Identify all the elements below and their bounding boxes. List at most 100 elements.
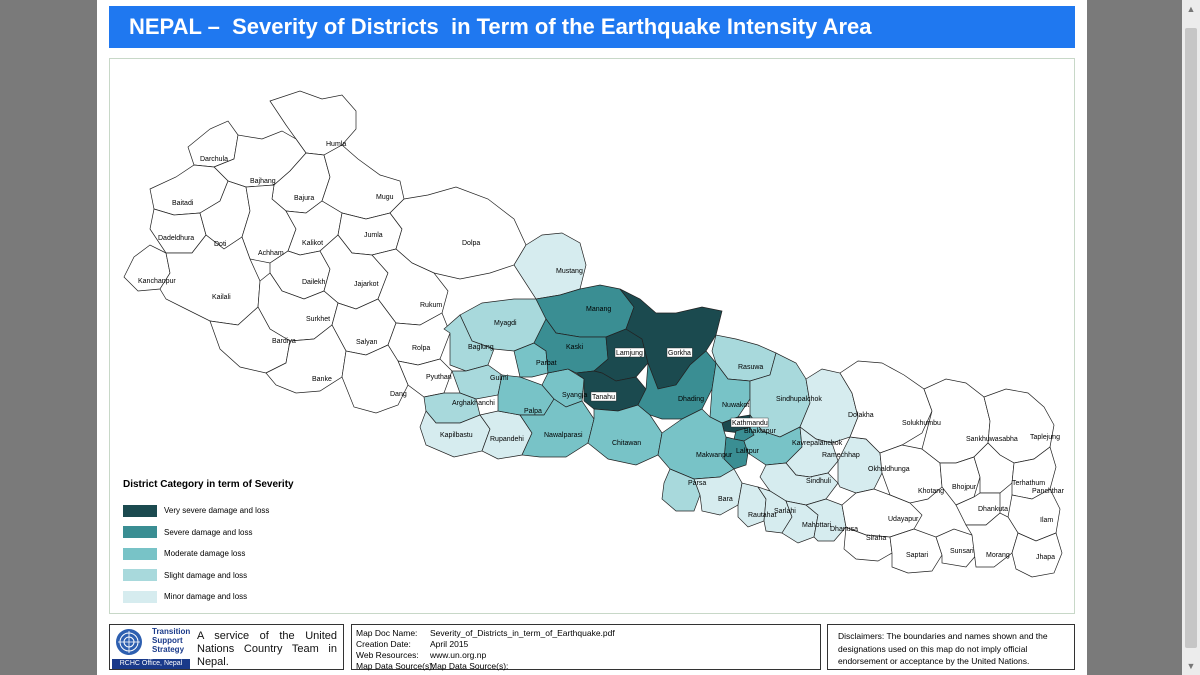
district-label-bajura: Bajura	[294, 195, 314, 202]
district-label-box	[590, 391, 617, 402]
district-label-dhankuta: Dhankuta	[978, 506, 1008, 513]
legend-item: Minor damage and loss	[123, 586, 363, 608]
district-label-khotang: Khotang	[918, 488, 944, 495]
district-label-dolakha: Dolakha	[848, 412, 874, 419]
metadata-key: Web Resources:	[356, 650, 419, 660]
legend: District Category in term of Severity Ve…	[123, 479, 363, 608]
district-label-kailali: Kailali	[212, 294, 231, 301]
district-label-nuwakot: Nuwakot	[722, 402, 749, 409]
district-label-syangja: Syangja	[562, 392, 587, 399]
district-label-morang: Morang	[986, 552, 1010, 559]
district-label-makwanpur: Makwanpur	[696, 452, 733, 459]
district-label-bara: Bara	[718, 496, 733, 503]
district-label-ilam: Ilam	[1040, 517, 1053, 524]
district-label-box	[614, 347, 645, 358]
metadata-row: Creation Date: April 2015	[356, 639, 468, 650]
district-label-dailekh: Dailekh	[302, 279, 325, 286]
legend-label: Very severe damage and loss	[164, 506, 270, 516]
district-label-taplejung: Taplejung	[1030, 434, 1060, 441]
metadata-value: Severity_of_Districts_in_term_of_Earthqu…	[430, 628, 615, 638]
legend-label: Severe damage and loss	[164, 527, 253, 537]
footer: Transition Support Strategy RCHC Office,…	[109, 624, 1075, 672]
nepal-district-map: Darchula Humla Bajhang Baitadi Bajura Mugu Dad…	[123, 90, 1065, 578]
district-label-baitadi: Baitadi	[172, 200, 194, 207]
district-label-rautahat: Rautahat	[748, 512, 776, 519]
district-bhojpur	[939, 456, 981, 506]
district-label-dhanusa: Dhanusa	[830, 526, 858, 533]
district-label-darchula: Darchula	[200, 156, 228, 163]
district-label-saptari: Saptari	[906, 552, 929, 559]
district-label-dadeldhura: Dadeldhura	[158, 235, 194, 242]
district-label-myagdi: Myagdi	[494, 320, 517, 327]
district-label-box	[666, 347, 693, 358]
district-label-gorkha: Gorkha	[668, 350, 691, 357]
scroll-thumb[interactable]	[1185, 28, 1197, 648]
district-label-mustang: Mustang	[556, 268, 583, 275]
legend-title: District Category in term of Severity	[123, 479, 294, 490]
district-label-udayapur: Udayapur	[888, 516, 919, 523]
map-title: NEPAL – Severity of Districts in Term of…	[109, 6, 1075, 48]
districts-layer	[123, 90, 1063, 578]
district-label-banke: Banke	[312, 376, 332, 383]
org-name: Transition Support Strategy	[152, 627, 191, 654]
district-label-sindhupalchok: Sindhupalchok	[776, 396, 822, 403]
district-label-humla: Humla	[326, 141, 346, 148]
district-label-bardiya: Bardiya	[272, 338, 296, 345]
district-label-okhaldhunga: Okhaldhunga	[868, 466, 910, 473]
district-dang	[341, 344, 409, 414]
district-label-jumla: Jumla	[364, 232, 383, 239]
district-label-surkhet: Surkhet	[306, 316, 330, 323]
district-sindhuli	[759, 462, 839, 506]
district-label-bhojpur: Bhojpur	[952, 484, 977, 491]
district-label-dhading: Dhading	[678, 396, 704, 403]
district-label-dang: Dang	[390, 391, 407, 398]
district-pyuthan	[397, 358, 453, 398]
rchc-office-label: RCHC Office, Nepal	[112, 659, 190, 669]
legend-item: Slight damage and loss	[123, 565, 363, 587]
district-label-manang: Manang	[586, 306, 611, 313]
district-label-bhaktapur: Bhaktapur	[744, 428, 777, 435]
district-sunsari	[935, 528, 979, 568]
district-label-rukum: Rukum	[420, 302, 442, 309]
district-label-kanchanpur: Kanchanpur	[138, 278, 176, 285]
district-label-parbat: Parbat	[536, 360, 557, 367]
legend-swatch	[123, 569, 157, 582]
district-humla	[269, 90, 357, 156]
org-logo-box: Transition Support Strategy RCHC Office,…	[109, 624, 344, 670]
vertical-scrollbar[interactable]: ▲ ▼	[1182, 0, 1200, 675]
district-label-kapilbastu: Kapilbastu	[440, 432, 473, 439]
district-dhanusa	[805, 498, 847, 542]
legend-item: Severe damage and loss	[123, 522, 363, 544]
map-frame: Darchula Humla Bajhang Baitadi Bajura Mugu Dad…	[109, 58, 1075, 614]
disclaimer-text: Disclaimers: The boundaries and names sh…	[838, 631, 1048, 666]
metadata-key: Map Doc Name:	[356, 628, 418, 638]
district-label-rolpa: Rolpa	[412, 345, 430, 352]
district-label-sankhuwasabha: Sankhuwasabha	[966, 436, 1018, 443]
district-label-sunsari: Sunsari	[950, 548, 974, 555]
metadata-key: Creation Date:	[356, 639, 411, 649]
legend-label: Slight damage and loss	[164, 570, 248, 580]
district-jhapa	[1011, 532, 1063, 578]
service-statement: A service of the United Nations Country …	[197, 630, 337, 668]
district-label-kalikot: Kalikot	[302, 240, 323, 247]
district-label-kavrepalanchok: Kavrepalanchok	[792, 440, 843, 447]
district-label-terhathum: Terhathum	[1012, 480, 1045, 487]
district-label-tanahu: Tanahu	[592, 394, 615, 401]
district-label-achham: Achham	[258, 250, 284, 257]
district-label-kathmandu: Kathmandu	[732, 420, 768, 427]
metadata-key: Map Data Source(s):	[356, 661, 435, 671]
district-dhading	[637, 350, 717, 420]
metadata-value: Map Data Source(s):	[430, 661, 509, 671]
scroll-up-arrow-icon[interactable]: ▲	[1186, 4, 1196, 14]
district-label-salyan: Salyan	[356, 339, 378, 346]
metadata-value: April 2015	[430, 639, 469, 649]
legend-label: Minor damage and loss	[164, 592, 248, 602]
district-label-sindhuli: Sindhuli	[806, 478, 831, 485]
scroll-down-arrow-icon[interactable]: ▼	[1186, 661, 1196, 671]
district-solukhumbu	[839, 360, 933, 454]
district-mugu	[321, 144, 405, 220]
legend-swatch	[123, 547, 157, 560]
map-metadata-box: Map Doc Name: Severity_of_Districts_in_te…	[351, 624, 821, 671]
district-label-arghakhanchi: Arghakhanchi	[452, 400, 495, 407]
district-mustang	[513, 232, 587, 300]
